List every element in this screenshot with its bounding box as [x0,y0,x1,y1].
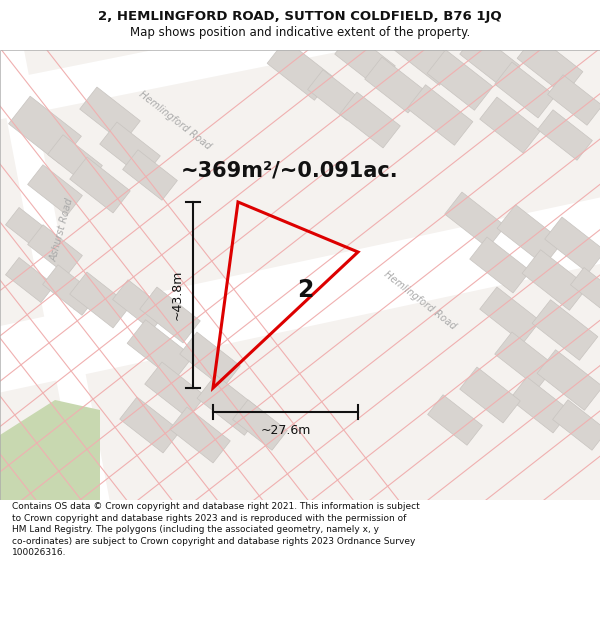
Polygon shape [428,395,482,445]
Text: 2: 2 [297,278,313,302]
Polygon shape [517,35,583,95]
Polygon shape [170,407,230,463]
Polygon shape [8,96,82,164]
Polygon shape [538,110,592,160]
Polygon shape [100,122,160,178]
Text: 2, HEMLINGFORD ROAD, SUTTON COLDFIELD, B76 1JQ: 2, HEMLINGFORD ROAD, SUTTON COLDFIELD, B… [98,10,502,23]
Polygon shape [5,258,55,302]
Polygon shape [571,268,600,312]
Text: ~27.6m: ~27.6m [260,424,311,436]
Polygon shape [140,287,200,343]
Polygon shape [470,237,530,293]
Polygon shape [0,188,600,402]
Polygon shape [480,97,540,153]
Text: Hemlingford Road: Hemlingford Road [137,89,213,151]
Text: Hemlingford Road: Hemlingford Road [382,269,458,331]
Polygon shape [122,150,178,200]
Polygon shape [365,57,425,113]
Polygon shape [407,85,473,145]
Text: Map shows position and indicative extent of the property.: Map shows position and indicative extent… [130,26,470,39]
Polygon shape [70,157,130,213]
Polygon shape [28,165,82,215]
Polygon shape [427,50,493,110]
Polygon shape [495,332,555,388]
Polygon shape [537,350,600,410]
Polygon shape [340,92,400,148]
Polygon shape [0,400,100,500]
Polygon shape [308,70,362,120]
Polygon shape [480,287,540,343]
Text: Contains OS data © Crown copyright and database right 2021. This information is : Contains OS data © Crown copyright and d… [12,503,420,558]
Polygon shape [445,192,505,248]
Polygon shape [28,225,82,275]
Polygon shape [495,62,555,118]
Text: Ashurst Road: Ashurst Road [49,198,75,262]
Polygon shape [80,87,140,143]
Polygon shape [460,367,520,423]
Polygon shape [545,217,600,273]
Polygon shape [510,377,570,433]
Polygon shape [47,135,103,185]
Polygon shape [548,75,600,125]
Polygon shape [233,400,287,450]
Polygon shape [392,25,458,85]
Polygon shape [267,40,333,100]
Text: ~43.8m: ~43.8m [170,270,184,320]
Polygon shape [0,28,115,532]
Polygon shape [70,272,130,328]
Polygon shape [497,205,563,265]
Polygon shape [197,375,263,435]
Polygon shape [43,265,97,315]
Polygon shape [522,250,588,310]
Text: ~369m²/~0.091ac.: ~369m²/~0.091ac. [181,160,399,180]
Polygon shape [532,300,598,360]
Polygon shape [0,0,600,129]
Polygon shape [120,397,180,453]
Polygon shape [5,208,55,252]
Polygon shape [145,362,205,418]
Polygon shape [127,320,193,380]
Polygon shape [460,32,520,88]
Polygon shape [335,32,395,88]
Polygon shape [180,332,240,388]
Polygon shape [553,400,600,450]
Polygon shape [113,280,167,330]
